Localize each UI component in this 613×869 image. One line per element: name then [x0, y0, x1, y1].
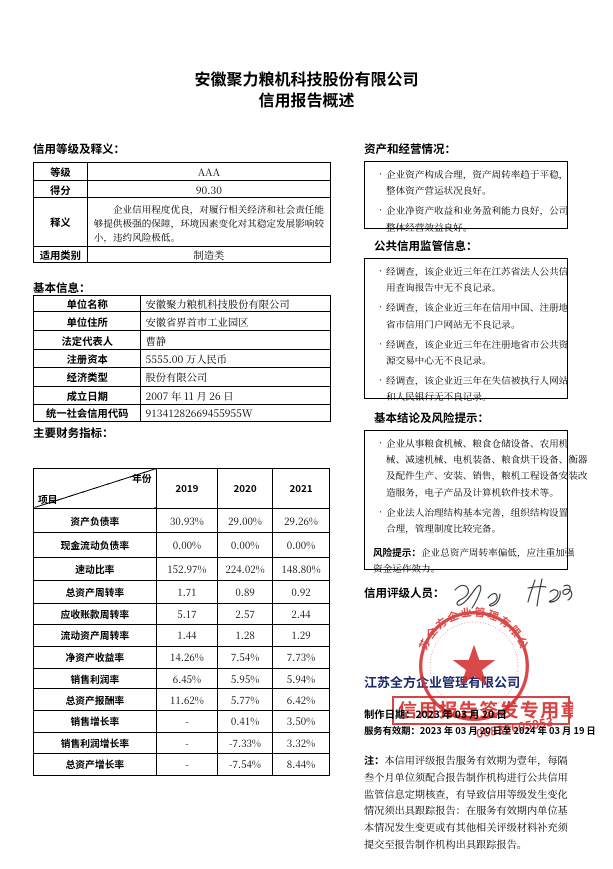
svg-text:江苏全方企业管理有限公司: 江苏全方企业管理有限公司 [374, 566, 532, 653]
